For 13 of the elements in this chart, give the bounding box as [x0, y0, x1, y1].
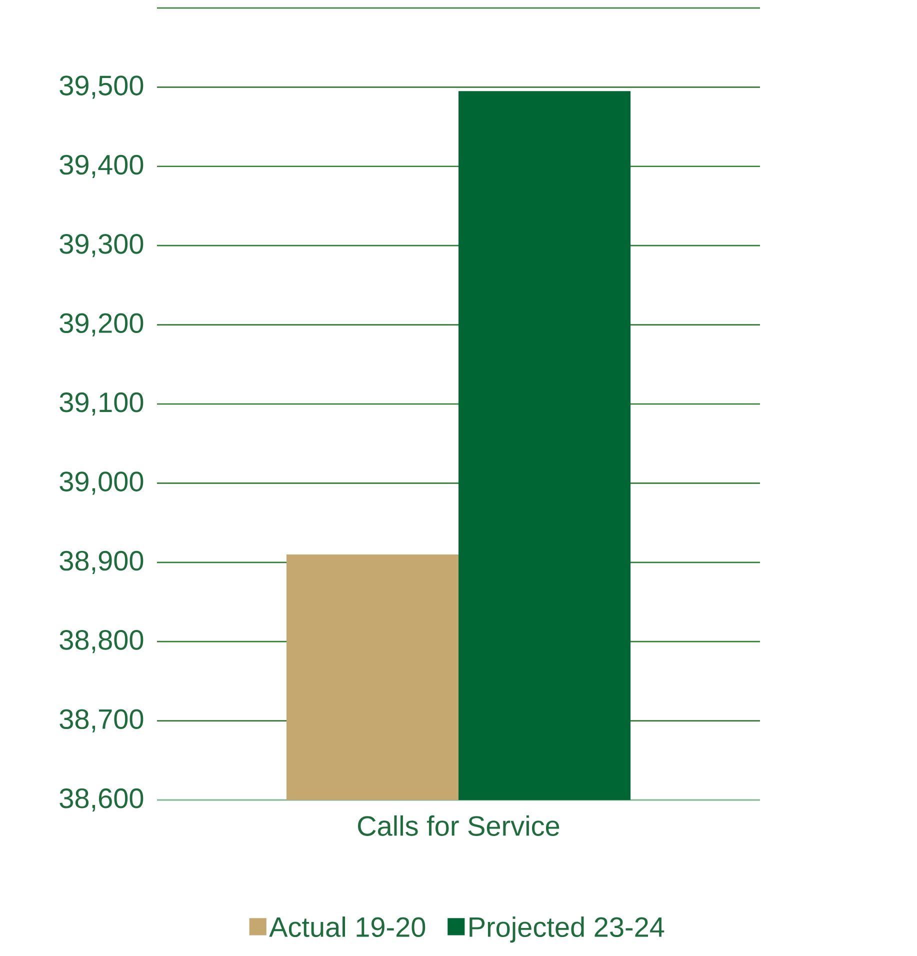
y-tick-label: 38,800 [60, 630, 144, 654]
y-tick-label: 38,900 [60, 550, 144, 574]
y-tick-label: 38,700 [60, 709, 144, 732]
y-tick-label: 39,400 [60, 154, 144, 178]
y-tick-label: 39,000 [60, 472, 144, 495]
y-tick-label: 38,600 [60, 788, 144, 812]
legend-label: Actual 19-20 [269, 916, 426, 938]
legend-label: Projected 23-24 [470, 916, 664, 943]
y-tick-label: 39,200 [60, 313, 144, 336]
x-tick-label: Calls for Service [358, 815, 560, 836]
y-tick-label: 39,100 [60, 392, 144, 416]
y-tick-label: 39,300 [60, 234, 144, 258]
y-tick-label: 39,500 [60, 76, 144, 99]
